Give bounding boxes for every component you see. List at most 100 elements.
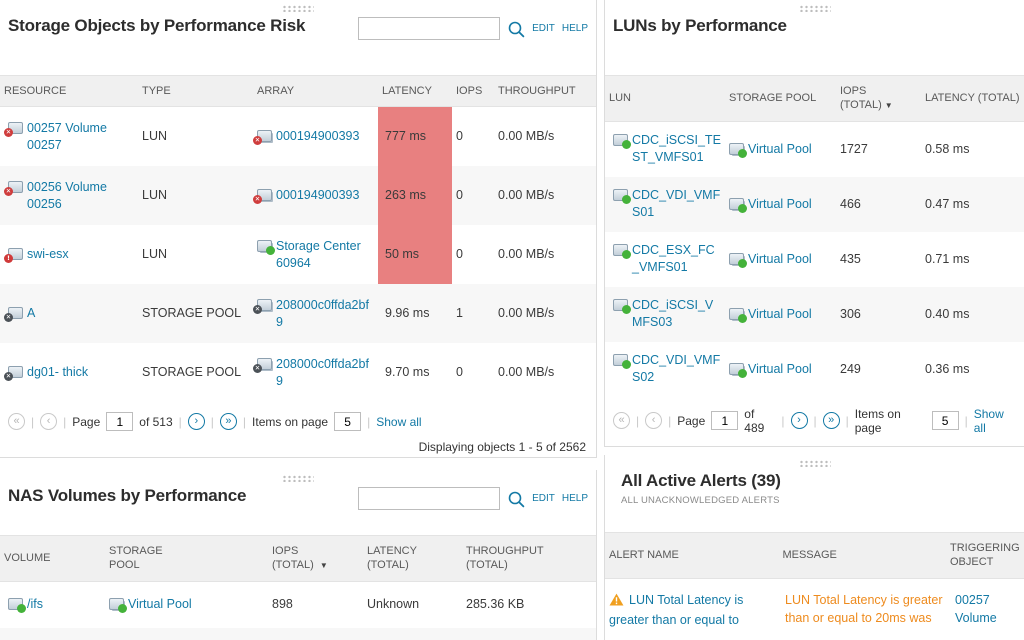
lun-link[interactable]: CDC_iSCSI_VMFS03 xyxy=(613,297,721,331)
show-all-link[interactable]: Show all xyxy=(973,406,1004,435)
status-offline-icon: ✕ xyxy=(4,313,13,323)
array-link[interactable]: ✕ 208000c0ffda2bf9 xyxy=(253,297,374,331)
latency-cell: 0.36 ms xyxy=(925,361,970,376)
lun-link[interactable]: CDC_iSCSI_TEST_VMFS01 xyxy=(613,132,721,166)
lun-link[interactable]: CDC_VDI_VMFS02 xyxy=(613,352,721,386)
column-header-iops[interactable]: IOPS xyxy=(456,85,483,97)
array-link[interactable]: ✕ 208000c0ffda2bf9 xyxy=(253,356,374,390)
array-link[interactable]: ✕ 000194900393 xyxy=(253,187,360,205)
drag-handle-icon[interactable] xyxy=(282,475,314,482)
lun-name: CDC_iSCSI_TEST_VMFS01 xyxy=(632,133,721,165)
first-page-button[interactable]: « xyxy=(8,413,25,431)
panel-tools: EDIT HELP xyxy=(358,486,588,510)
storage-pool-link[interactable]: Virtual Pool xyxy=(109,596,192,614)
array-link[interactable]: ✕ 000194900393 xyxy=(253,128,360,146)
lun-link[interactable]: CDC_ESX_FC_VMFS01 xyxy=(613,242,721,276)
column-header-latency[interactable]: LATENCY (TOTAL) xyxy=(925,92,1020,105)
drag-handle-icon[interactable] xyxy=(282,5,314,12)
lun-cell: CDC_VDI_VMFS02 xyxy=(605,342,725,397)
column-header-alert-name[interactable]: ALERT NAME xyxy=(609,549,679,562)
latency-cell: Unknown xyxy=(367,597,420,612)
table-row: ! swi-esx LUN Storage Center 60964 50 ms… xyxy=(0,225,596,285)
separator: | xyxy=(63,414,67,429)
help-link[interactable]: HELP xyxy=(561,23,588,34)
panel-title: NAS Volumes by Performance xyxy=(8,486,247,505)
search-input[interactable] xyxy=(358,17,501,40)
volume-icon: ✕ xyxy=(4,121,23,137)
column-header-iops[interactable]: IOPS (TOTAL) ▼ xyxy=(272,545,328,572)
edit-link[interactable]: EDIT xyxy=(532,493,555,504)
column-header-type[interactable]: TYPE xyxy=(142,85,171,97)
next-page-button[interactable]: › xyxy=(790,412,808,430)
next-page-button[interactable]: › xyxy=(187,413,205,431)
array-link[interactable]: Storage Center 60964 xyxy=(257,238,374,272)
array-name: 208000c0ffda2bf9 xyxy=(276,356,369,388)
items-per-page-input[interactable] xyxy=(931,411,959,431)
storage-pool-link[interactable]: Virtual Pool xyxy=(729,361,812,378)
status-ok-icon xyxy=(622,140,631,150)
help-link[interactable]: HELP xyxy=(561,493,588,504)
latency-cell: 777 ms xyxy=(378,107,452,167)
separator: | xyxy=(210,414,214,429)
lun-name: CDC_VDI_VMFS01 xyxy=(632,188,721,220)
column-header-array[interactable]: ARRAY xyxy=(257,85,295,97)
drag-handle-icon[interactable] xyxy=(798,5,831,12)
resource-link[interactable]: ✕ A xyxy=(4,305,35,323)
status-ok-icon xyxy=(738,258,747,268)
array-name: 000194900393 xyxy=(276,188,360,203)
separator: | xyxy=(845,413,849,428)
column-header-triggering-object[interactable]: TRIGGERING OBJECT xyxy=(950,542,1020,569)
column-header-resource[interactable]: RESOURCE xyxy=(4,85,67,97)
drag-handle-icon[interactable] xyxy=(798,460,831,467)
column-header-throughput[interactable]: THROUGHPUT xyxy=(498,85,576,97)
array-name: 000194900393 xyxy=(276,129,360,144)
storage-pool-link[interactable]: Virtual Pool xyxy=(729,306,812,323)
storage-pool-link[interactable]: Virtual Pool xyxy=(729,251,812,268)
column-header-volume[interactable]: VOLUME xyxy=(4,552,51,565)
column-header-latency[interactable]: LATENCY (TOTAL) xyxy=(367,545,417,572)
prev-page-button[interactable]: ‹ xyxy=(40,413,58,431)
resource-link[interactable]: ✕ 00257 Volume 00257 xyxy=(4,120,134,154)
column-header-storage-pool[interactable]: STORAGE POOL xyxy=(109,545,163,572)
resource-link[interactable]: ✕ 00256 Volume 00256 xyxy=(4,179,134,213)
search-icon[interactable] xyxy=(507,490,525,508)
volume-link[interactable]: /ifs xyxy=(8,596,43,614)
show-all-link[interactable]: Show all xyxy=(376,414,422,429)
search-input[interactable] xyxy=(358,487,501,510)
latency-cell: 0.58 ms xyxy=(925,141,970,156)
storage-pool-link[interactable]: Virtual Pool xyxy=(729,196,812,213)
iops-cell: 0 xyxy=(456,247,463,262)
alert-name-link[interactable]: LUN Total Latency is greater than or equ… xyxy=(609,592,744,628)
column-header-latency[interactable]: LATENCY xyxy=(382,85,432,97)
alert-message: LUN Total Latency is greater than or equ… xyxy=(785,592,943,626)
triggering-object-link[interactable]: 00257 Volume xyxy=(955,592,997,626)
resource-link[interactable]: ✕ dg01- thick xyxy=(4,364,88,382)
column-header-message[interactable]: MESSAGE xyxy=(782,549,837,562)
volume-name: /ifs xyxy=(27,597,43,612)
edit-link[interactable]: EDIT xyxy=(532,23,555,34)
prev-page-button[interactable]: ‹ xyxy=(645,412,663,430)
pool-cell: Virtual Pool xyxy=(105,582,268,628)
column-header-lun[interactable]: LUN xyxy=(609,92,632,105)
page-input[interactable] xyxy=(106,412,134,432)
column-header-iops[interactable]: IOPS (TOTAL) ▼ xyxy=(840,85,893,112)
storage-pool-link[interactable]: Virtual Pool xyxy=(729,141,812,158)
resource-link[interactable]: ! swi-esx xyxy=(4,246,69,264)
last-page-button[interactable]: » xyxy=(219,413,237,431)
iops-cell: 1 xyxy=(456,306,463,321)
column-header-throughput[interactable]: THROUGHPUT (TOTAL) xyxy=(466,545,544,572)
search-icon[interactable] xyxy=(507,20,525,38)
sort-desc-icon: ▼ xyxy=(884,101,893,111)
pool-name: Virtual Pool xyxy=(128,597,192,612)
panel-title: LUNs by Performance xyxy=(613,16,787,35)
separator: | xyxy=(813,413,817,428)
column-header-storage-pool[interactable]: STORAGE POOL xyxy=(729,92,817,105)
latency-cell: 9.70 ms xyxy=(385,365,430,380)
first-page-button[interactable]: « xyxy=(613,412,630,430)
last-page-button[interactable]: » xyxy=(822,412,840,430)
lun-link[interactable]: CDC_VDI_VMFS01 xyxy=(613,187,721,221)
items-per-page-input[interactable] xyxy=(334,412,362,432)
separator: | xyxy=(367,414,371,429)
lun-icon xyxy=(613,133,631,150)
page-input[interactable] xyxy=(711,411,739,431)
